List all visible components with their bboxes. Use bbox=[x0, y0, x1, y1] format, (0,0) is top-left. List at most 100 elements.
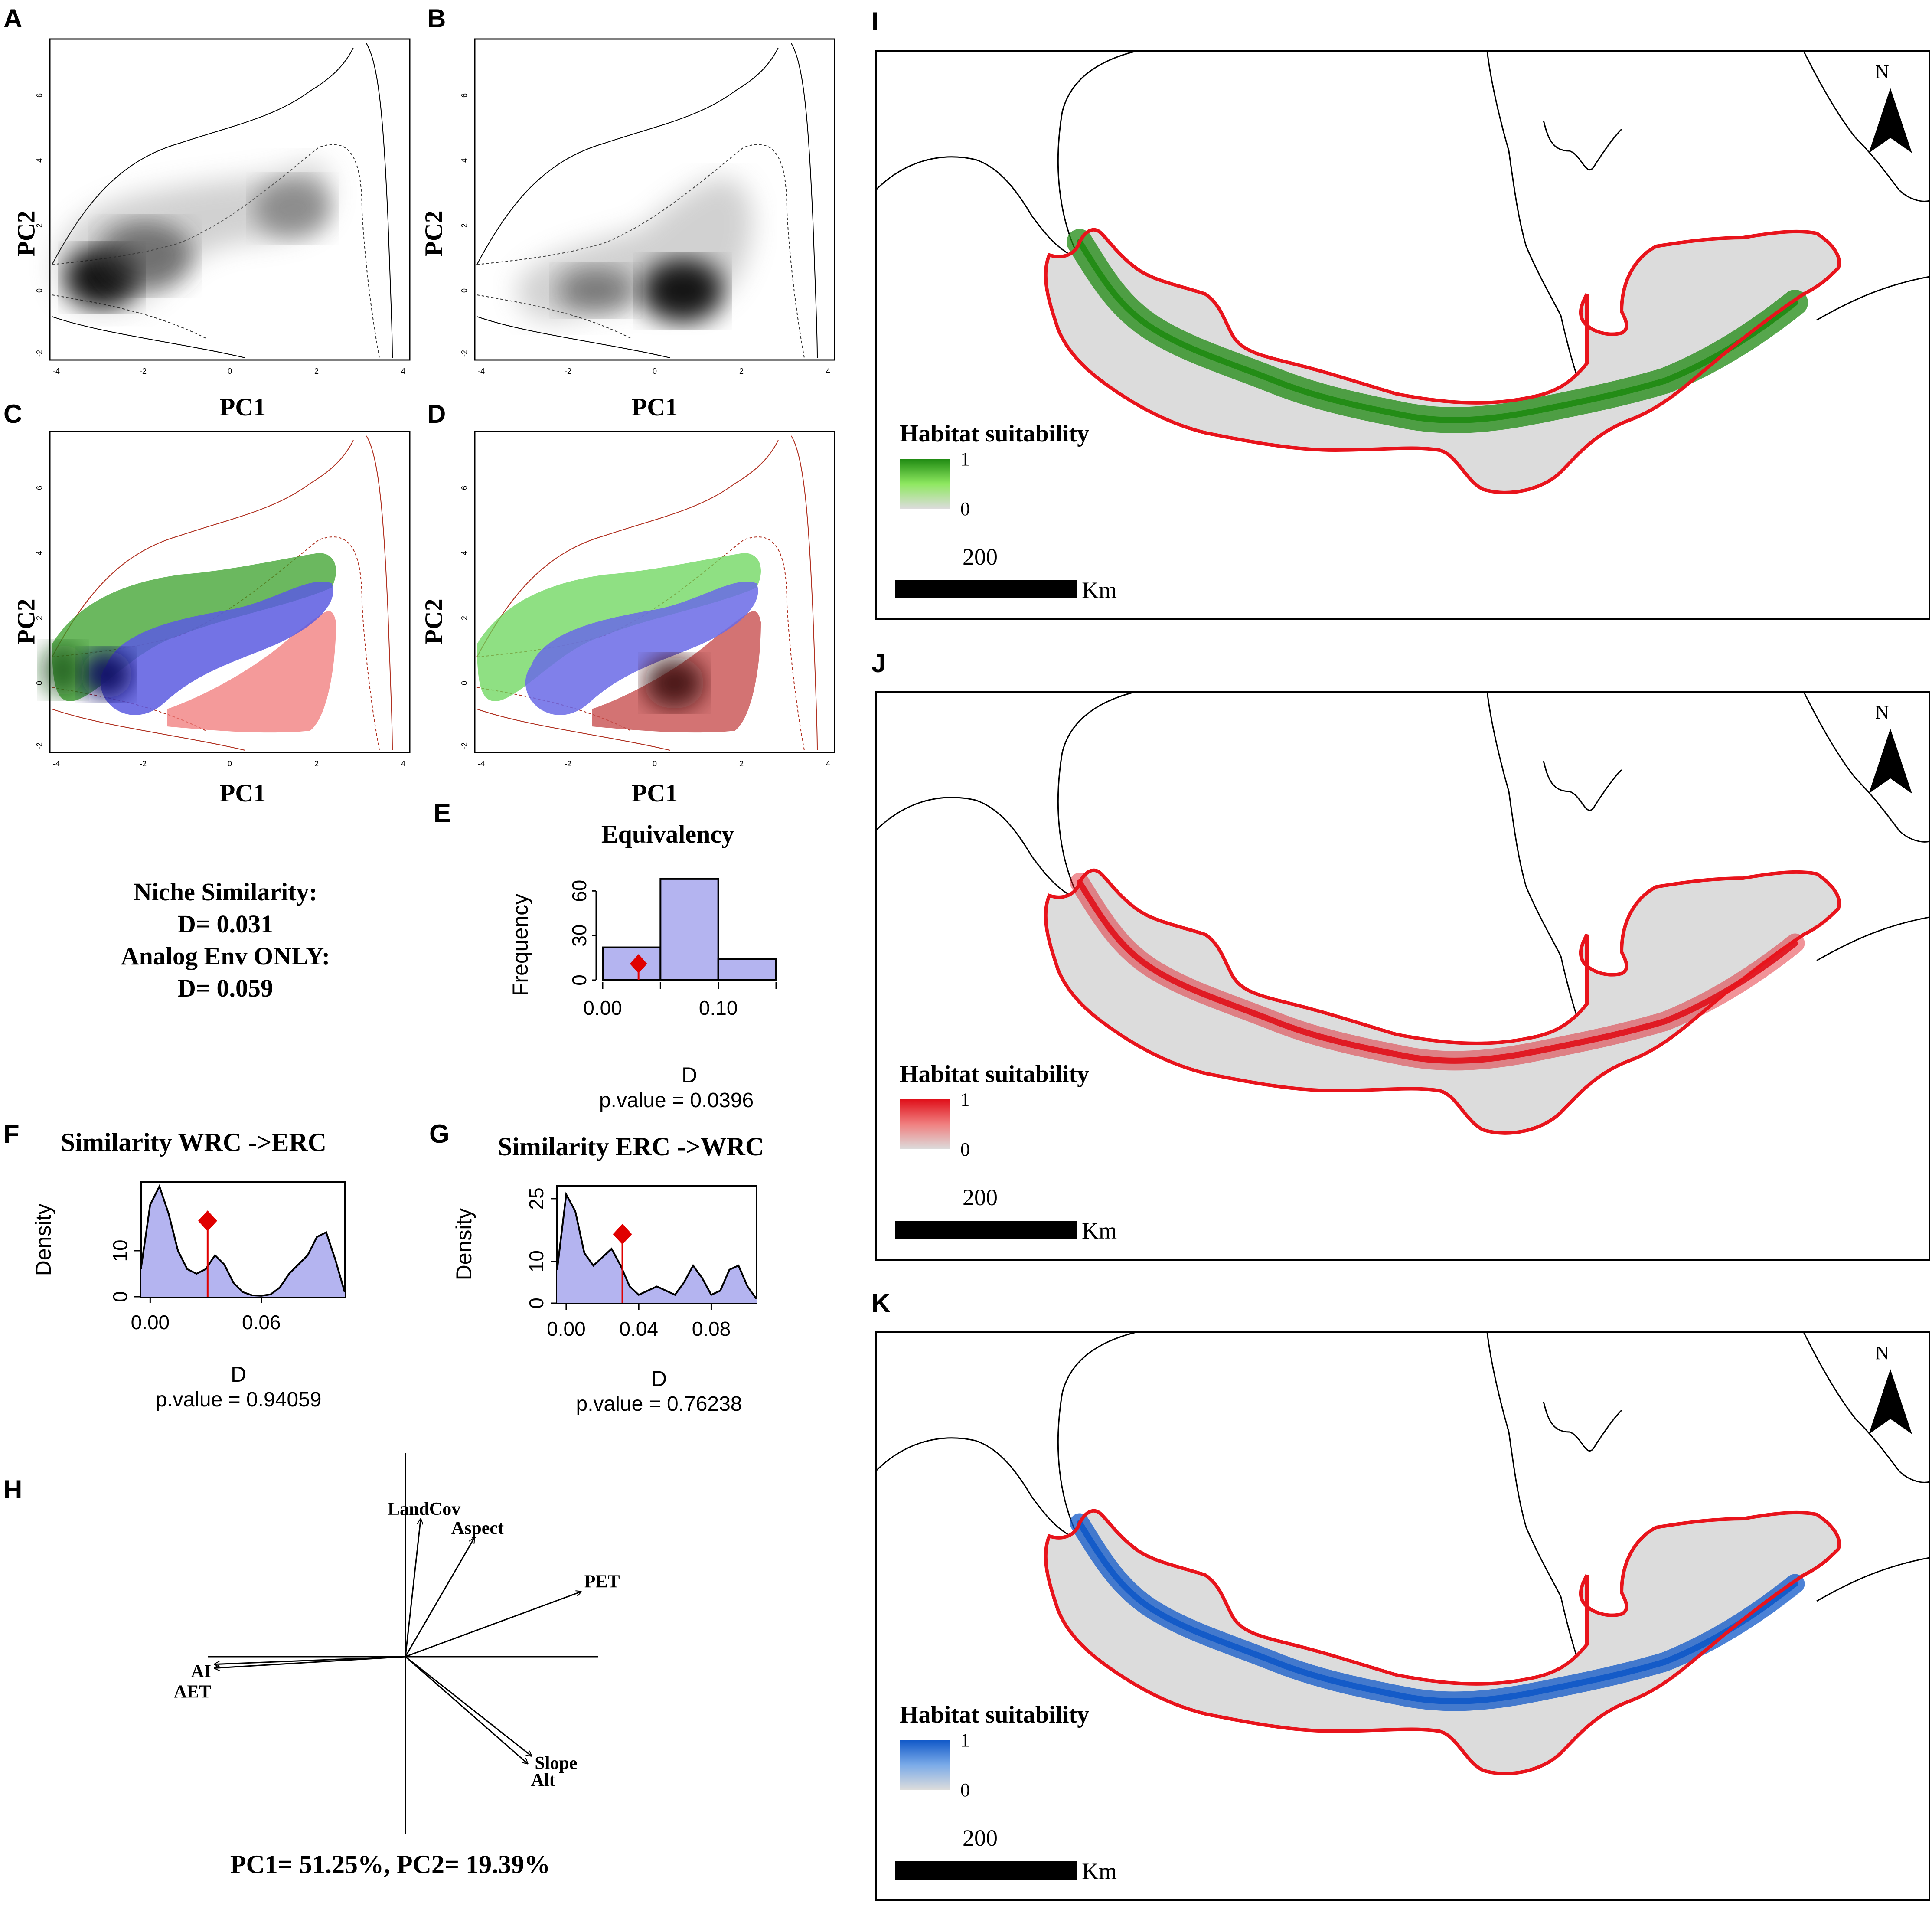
x-tick: 4 bbox=[401, 367, 405, 376]
scale-value: 200 bbox=[963, 544, 998, 570]
north-arrow-icon bbox=[1869, 1369, 1912, 1434]
map-j-canvas bbox=[875, 691, 1930, 1261]
north-arrow-icon bbox=[1869, 88, 1912, 153]
region-boundary bbox=[1044, 868, 1841, 1135]
density-plot-d: -4 -2 0 2 4 -2 0 2 4 6 bbox=[460, 431, 835, 768]
y-tick: 4 bbox=[35, 158, 44, 163]
y-tick-label: 30 bbox=[568, 925, 591, 947]
y-tick-label: 0 bbox=[525, 1298, 548, 1309]
scale-unit: Km bbox=[1082, 1858, 1117, 1884]
density-plot-c: -4 -2 0 2 4 -2 0 2 4 6 bbox=[35, 431, 411, 768]
legend-gradient bbox=[900, 1099, 950, 1149]
y-tick: 2 bbox=[460, 616, 469, 620]
coastline bbox=[1803, 1332, 1930, 1483]
region-boundary bbox=[1044, 228, 1841, 494]
legend-min: 0 bbox=[960, 1139, 970, 1160]
chart-title-f: Similarity WRC ->ERC bbox=[61, 1128, 327, 1157]
north-arrow-icon bbox=[1869, 729, 1912, 794]
pca-footer: PC1= 51.25%, PC2= 19.39% bbox=[230, 1850, 551, 1879]
observed-marker bbox=[198, 1210, 217, 1232]
legend-max: 1 bbox=[960, 1089, 970, 1110]
density-curve-f: 0 10 0.00 0.06 bbox=[109, 1181, 346, 1334]
panel-letter-d: D bbox=[427, 399, 446, 428]
north-label: N bbox=[1875, 61, 1889, 82]
x-axis-label: PC1 bbox=[219, 779, 266, 807]
niche-line-1: Niche Similarity: bbox=[134, 878, 317, 906]
y-tick: -2 bbox=[460, 350, 469, 357]
x-tick-label: 0.08 bbox=[692, 1318, 731, 1340]
scale-bar bbox=[895, 1221, 1077, 1239]
coastline bbox=[1486, 691, 1588, 1048]
coastline bbox=[1803, 691, 1930, 843]
x-tick: -4 bbox=[478, 367, 485, 376]
scale-unit: Km bbox=[1082, 577, 1117, 603]
panel-letter-k: K bbox=[871, 1288, 891, 1318]
legend-title: Habitat suitability bbox=[900, 1701, 1090, 1728]
x-tick-label: 0.10 bbox=[699, 997, 738, 1019]
coastline bbox=[875, 50, 1136, 261]
region-boundary bbox=[1044, 1509, 1841, 1775]
x-axis-label: PC1 bbox=[631, 779, 678, 807]
x-tick: -2 bbox=[565, 759, 571, 768]
y-tick-label: 0 bbox=[109, 1291, 131, 1302]
y-tick: 6 bbox=[460, 486, 469, 490]
legend-title: Habitat suitability bbox=[900, 420, 1090, 447]
y-tick: 4 bbox=[35, 551, 44, 555]
observed-marker bbox=[630, 954, 647, 974]
x-tick: -4 bbox=[53, 759, 60, 768]
panel-letter-i: I bbox=[871, 7, 879, 36]
loading-vector bbox=[405, 1656, 528, 1763]
coastline bbox=[1486, 1332, 1588, 1688]
study-region bbox=[1045, 229, 1839, 493]
y-axis-label: Density bbox=[452, 1208, 476, 1281]
panel-letter-j: J bbox=[871, 649, 886, 678]
loading-vector bbox=[405, 1592, 581, 1658]
x-tick-label: 0.00 bbox=[547, 1318, 586, 1340]
coastline bbox=[1816, 916, 1930, 961]
coastline bbox=[1543, 120, 1622, 171]
y-axis-label: PC2 bbox=[419, 210, 448, 257]
histogram-bar bbox=[717, 958, 777, 981]
x-tick-label: 0.00 bbox=[583, 997, 622, 1019]
density-plot-b: -4 -2 0 2 4 -2 0 2 4 6 bbox=[460, 38, 835, 376]
density-line bbox=[140, 1184, 346, 1297]
x-tick: -4 bbox=[53, 367, 60, 376]
y-tick: -2 bbox=[460, 742, 469, 749]
x-tick: 2 bbox=[314, 759, 319, 768]
niche-similarity-text: Niche Similarity: D= 0.031 Analog Env ON… bbox=[61, 876, 390, 1004]
legend-max: 1 bbox=[960, 1729, 970, 1751]
loading-vector bbox=[405, 1538, 474, 1657]
study-region bbox=[1045, 870, 1839, 1133]
coastline bbox=[875, 1331, 1136, 1542]
density-curve-g: 0 10 25 0.00 0.04 0.08 bbox=[525, 1185, 757, 1340]
coastline bbox=[1816, 1557, 1930, 1602]
y-axis-label: PC2 bbox=[12, 210, 40, 257]
panel-letter-e: E bbox=[434, 798, 451, 827]
x-tick-label: 0.00 bbox=[131, 1311, 170, 1334]
y-tick-label: 10 bbox=[109, 1239, 131, 1262]
scale-bar bbox=[895, 1861, 1077, 1880]
loading-vector bbox=[215, 1656, 406, 1668]
coastline bbox=[1543, 1401, 1622, 1452]
p-value-f: p.value = 0.94059 bbox=[155, 1388, 322, 1411]
vector-label: AI bbox=[191, 1662, 211, 1682]
x-tick: -2 bbox=[565, 367, 571, 376]
suitability-core bbox=[1077, 239, 1798, 423]
y-tick: -2 bbox=[35, 350, 44, 357]
legend-min: 0 bbox=[960, 498, 970, 520]
y-tick: 6 bbox=[35, 486, 44, 490]
coastline bbox=[875, 691, 1136, 901]
panel-letter-c: C bbox=[3, 399, 23, 428]
y-tick: -2 bbox=[35, 742, 44, 749]
suitability-core bbox=[1077, 1520, 1798, 1704]
panel-letter-a: A bbox=[3, 4, 23, 33]
y-tick-label: 0 bbox=[568, 974, 591, 986]
legend-title: Habitat suitability bbox=[900, 1061, 1090, 1088]
p-value-g: p.value = 0.76238 bbox=[576, 1393, 742, 1416]
x-tick-label: 0.06 bbox=[242, 1311, 281, 1334]
map-k: Habitat suitability 1 0 200 Km N bbox=[875, 1331, 1930, 1901]
legend-min: 0 bbox=[960, 1779, 970, 1801]
vector-label: LandCov bbox=[388, 1499, 460, 1519]
vector-label: Alt bbox=[531, 1770, 555, 1790]
